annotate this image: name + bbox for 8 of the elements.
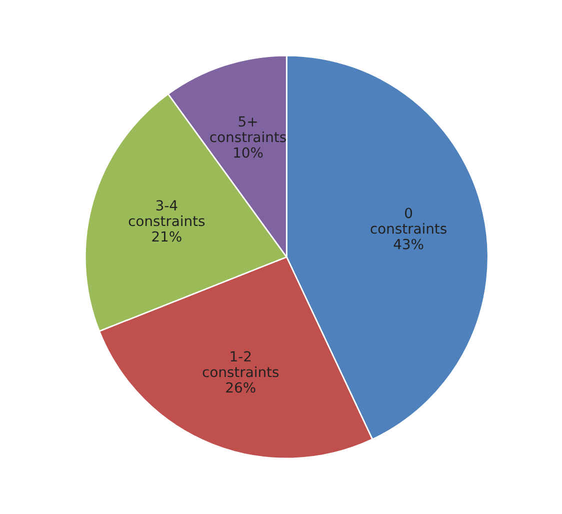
slice-label: 1-2 constraints xyxy=(202,351,279,378)
slice-label: 3-4 constraints xyxy=(128,200,205,226)
slice-label: 5+ constraints xyxy=(210,116,286,142)
data-label: 43% xyxy=(394,238,424,250)
data-label: 21% xyxy=(152,231,182,242)
data-label: 10% xyxy=(234,147,263,158)
data-label: 26% xyxy=(226,382,256,393)
slice-label: 0 constraints xyxy=(370,208,446,234)
